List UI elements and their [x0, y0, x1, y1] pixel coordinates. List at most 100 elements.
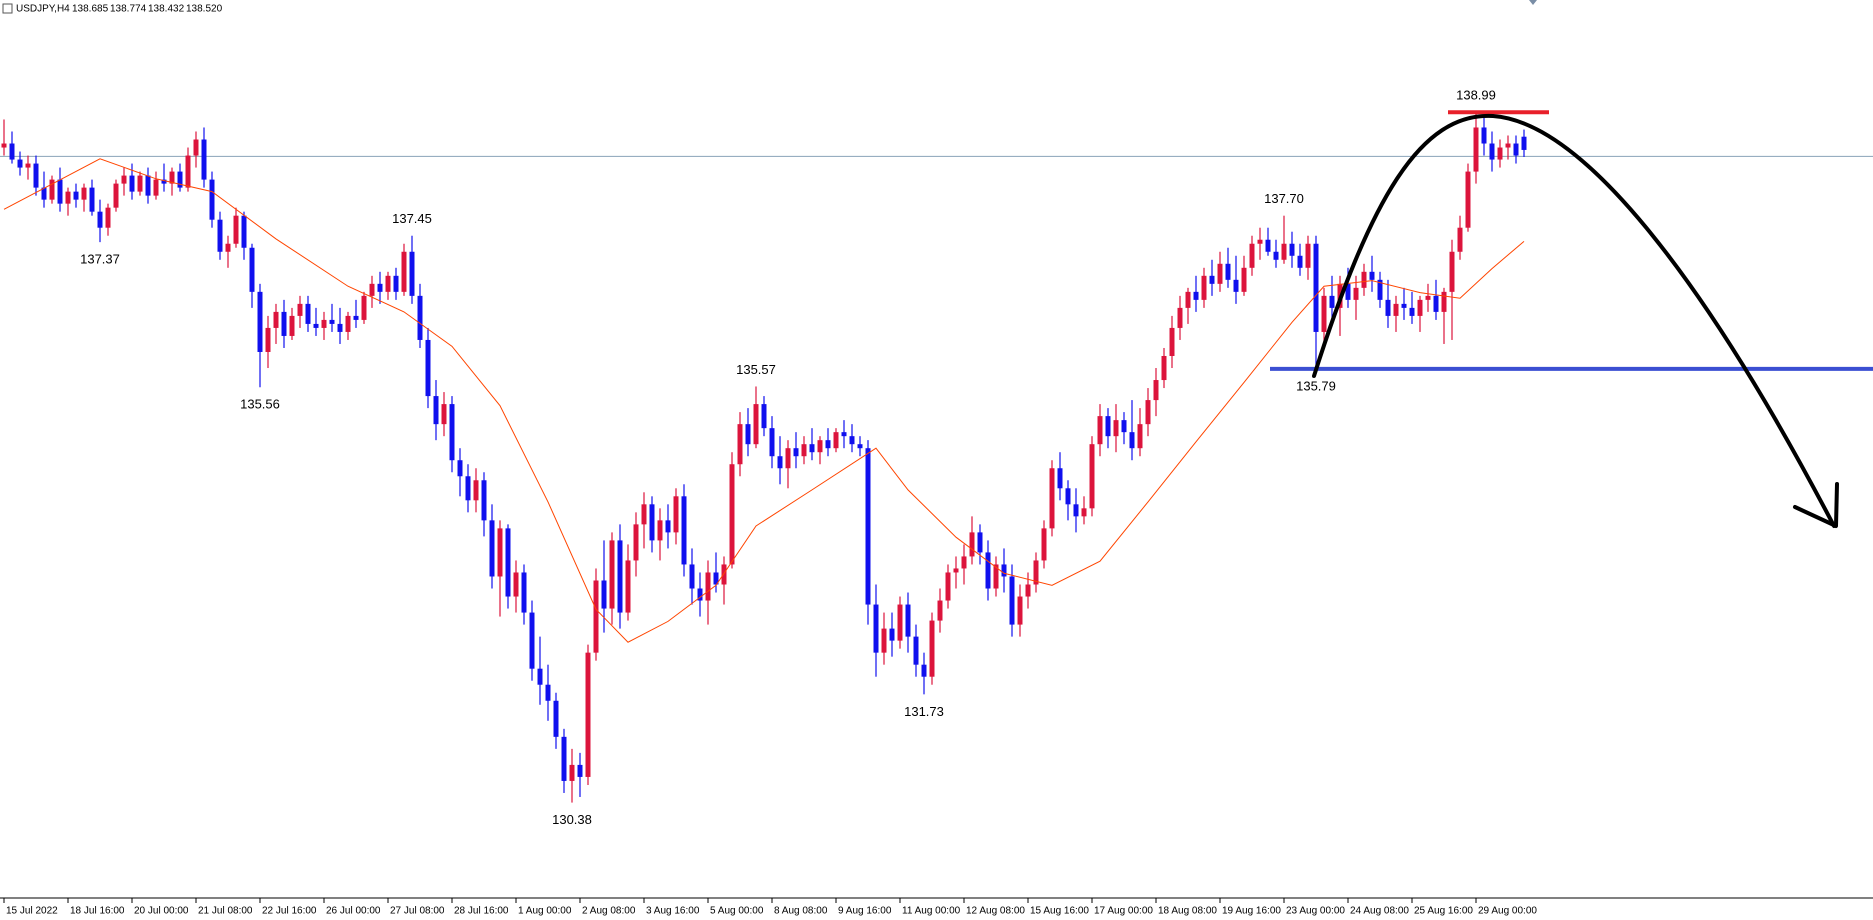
x-tick-label: 18 Jul 16:00 — [70, 906, 125, 917]
candle-body — [1345, 283, 1351, 300]
candle-body — [705, 572, 711, 601]
candle-body — [193, 139, 199, 156]
candle-body — [537, 668, 543, 685]
candle-body — [553, 700, 559, 737]
candle-body — [513, 572, 519, 597]
price-annotation: 138.99 — [1456, 88, 1496, 103]
candle-body — [1161, 355, 1167, 381]
candle-body — [1417, 299, 1423, 316]
header-value: 138.774 — [110, 4, 147, 15]
candle-body — [1297, 255, 1303, 268]
header-value: 138.685 — [72, 4, 109, 15]
candle-body — [1321, 295, 1327, 332]
candle-body — [569, 764, 575, 781]
candle-body — [1233, 279, 1239, 292]
candle-body — [329, 319, 335, 324]
candle-body — [41, 187, 47, 200]
candle-body — [1425, 295, 1431, 300]
candle-body — [745, 424, 751, 445]
candle-body — [201, 139, 207, 180]
candle-body — [177, 171, 183, 188]
candle-body — [1001, 564, 1007, 577]
x-tick-label: 24 Aug 08:00 — [1350, 906, 1409, 917]
candle-body — [81, 187, 87, 200]
candle-body — [1041, 528, 1047, 561]
candle-body — [1129, 432, 1135, 449]
candle-body — [881, 628, 887, 653]
candle-body — [777, 456, 783, 469]
candle-body — [1265, 239, 1271, 252]
price-annotation: 130.38 — [552, 812, 592, 827]
candle-body — [801, 444, 807, 457]
price-annotation: 137.70 — [1264, 191, 1304, 206]
candle-body — [1177, 307, 1183, 328]
x-tick-label: 3 Aug 16:00 — [646, 906, 700, 917]
candle-body — [1153, 380, 1159, 401]
x-tick-label: 15 Jul 2022 — [6, 906, 58, 917]
candle-body — [1145, 400, 1151, 425]
candle-body — [921, 664, 927, 677]
candle-body — [593, 580, 599, 653]
candle-body — [1289, 243, 1295, 256]
candle-body — [905, 604, 911, 637]
candle-body — [1089, 444, 1095, 509]
candle-body — [1113, 420, 1119, 437]
candle-body — [1489, 143, 1495, 160]
candle-body — [17, 159, 23, 168]
candle-body — [609, 540, 615, 609]
candle-body — [1329, 295, 1335, 308]
price-annotation: 137.45 — [392, 211, 432, 226]
candle-body — [145, 175, 151, 196]
moving-average — [3, 158, 1525, 643]
x-tick-label: 15 Aug 16:00 — [1030, 906, 1089, 917]
candle-body — [121, 175, 127, 184]
candle-body — [1033, 560, 1039, 585]
candle-body — [9, 143, 15, 160]
candle-body — [33, 163, 39, 188]
candle-body — [945, 572, 951, 601]
candle-body — [161, 179, 167, 184]
x-tick-label: 11 Aug 00:00 — [902, 906, 961, 917]
candle-body — [361, 295, 367, 320]
candle-body — [153, 179, 159, 196]
candle-body — [1433, 295, 1439, 312]
candle-body — [841, 432, 847, 437]
candle-body — [273, 311, 279, 328]
candle-body — [729, 464, 735, 565]
candle-body — [417, 295, 423, 340]
candle-body — [209, 179, 215, 220]
candle-body — [1185, 291, 1191, 308]
symbol-icon — [2, 3, 13, 14]
candle-body — [473, 480, 479, 501]
candle-body — [137, 175, 143, 192]
candle-body — [545, 684, 551, 701]
candle-body — [1273, 251, 1279, 260]
candle-body — [873, 604, 879, 653]
candle-body — [1009, 576, 1015, 625]
candle-body — [1353, 287, 1359, 300]
candle-body — [561, 736, 567, 781]
candle-body — [1249, 243, 1255, 268]
x-tick-label: 2 Aug 08:00 — [582, 906, 636, 917]
candle-body — [633, 524, 639, 561]
x-tick-label: 25 Aug 16:00 — [1414, 906, 1473, 917]
candle-body — [601, 580, 607, 609]
candle-body — [985, 552, 991, 589]
price-annotation: 135.79 — [1296, 378, 1336, 393]
candle-body — [401, 251, 407, 292]
candle-body — [393, 275, 399, 292]
x-tick-label: 23 Aug 00:00 — [1286, 906, 1345, 917]
candle-body — [673, 496, 679, 533]
candle-body — [1209, 275, 1215, 284]
candle-body — [649, 504, 655, 541]
candle-body — [961, 556, 967, 569]
price-annotation: 131.73 — [904, 704, 944, 719]
x-tick-label: 18 Aug 08:00 — [1158, 906, 1217, 917]
candle-body — [353, 315, 359, 320]
candle-body — [913, 636, 919, 665]
candle-body — [1105, 416, 1111, 437]
candle-body — [1361, 271, 1367, 288]
candle-body — [585, 652, 591, 777]
candle-body — [657, 520, 663, 541]
candle-body — [857, 444, 863, 449]
